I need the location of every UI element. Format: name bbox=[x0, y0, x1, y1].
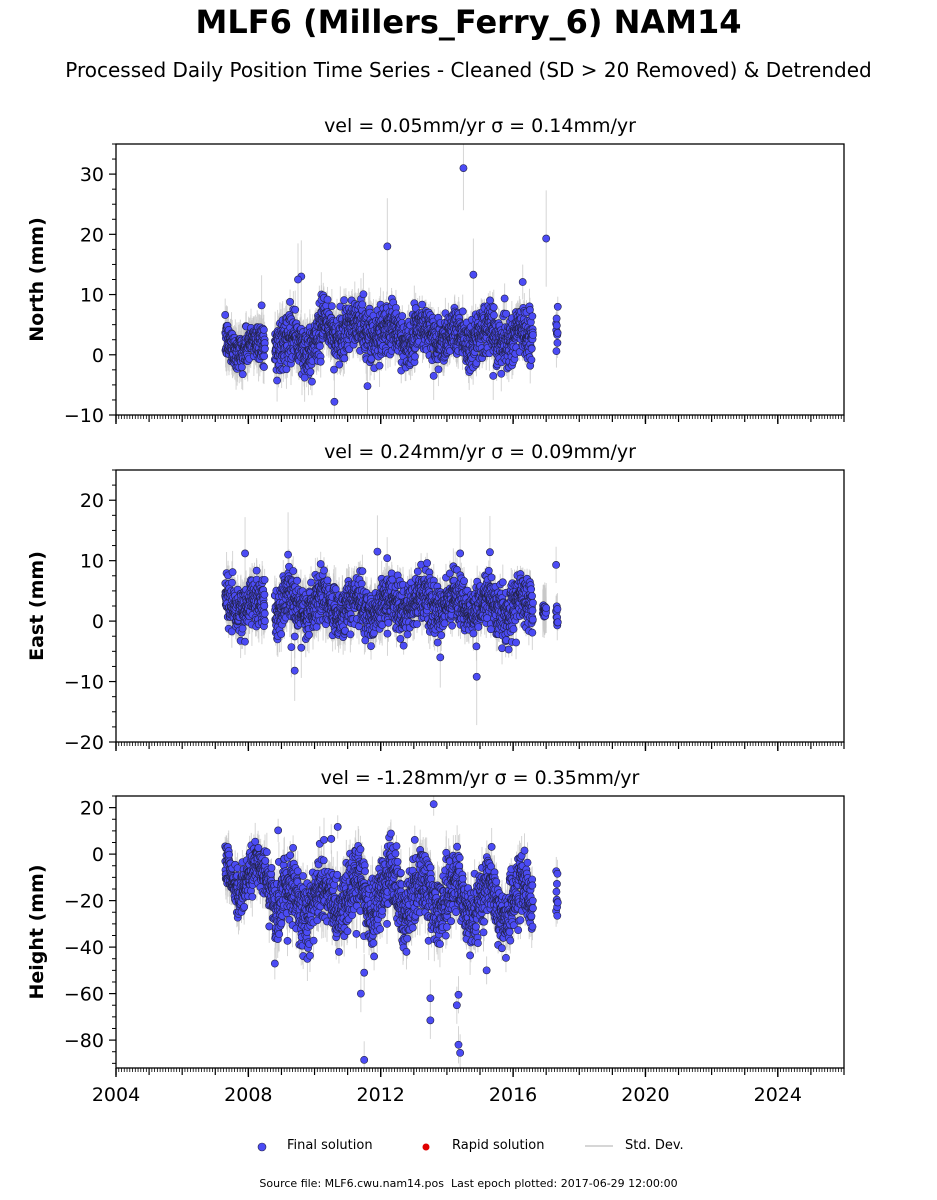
final-solution-point bbox=[291, 305, 300, 314]
plot-area-north bbox=[221, 144, 562, 415]
final-solution-point bbox=[316, 342, 324, 351]
final-solution-point bbox=[528, 312, 537, 321]
final-solution-point bbox=[261, 344, 269, 353]
y-tick-label: 0 bbox=[92, 345, 104, 367]
final-solution-point bbox=[260, 352, 269, 361]
final-solution-point bbox=[490, 311, 498, 320]
final-solution-point bbox=[411, 352, 419, 361]
final-solution-point bbox=[553, 329, 562, 337]
final-solution-point bbox=[340, 354, 349, 363]
final-solution-point bbox=[367, 354, 376, 363]
final-solution-point bbox=[489, 371, 498, 380]
final-solution-point bbox=[308, 377, 316, 386]
y-tick-label: 10 bbox=[80, 285, 104, 307]
final-solution-point bbox=[529, 331, 537, 339]
final-solution-point bbox=[434, 365, 443, 374]
final-solution-point bbox=[316, 357, 325, 366]
final-solution-point bbox=[398, 312, 407, 320]
final-solution-point bbox=[359, 290, 368, 299]
final-solution-point bbox=[552, 347, 561, 356]
final-solution-point bbox=[418, 300, 427, 309]
y-tick-label: −10 bbox=[64, 405, 104, 427]
panel-title-east: vel = 0.24mm/yr σ = 0.09mm/yr bbox=[324, 441, 636, 463]
final-solution-point bbox=[294, 275, 302, 284]
panel-north: vel = 0.05mm/yr σ = 0.14mm/yr North (mm) −… bbox=[26, 115, 845, 427]
final-solution-point bbox=[383, 242, 392, 251]
final-solution-point bbox=[330, 397, 339, 406]
stddev-bars-north bbox=[224, 144, 559, 415]
final-points-north bbox=[221, 164, 562, 406]
y-axis-label-east: East (mm) bbox=[26, 551, 48, 661]
main-title: MLF6 (Millers_Ferry_6) NAM14 bbox=[195, 3, 742, 41]
final-solution-point bbox=[363, 382, 372, 390]
final-solution-point bbox=[553, 338, 562, 347]
final-solution-point bbox=[323, 295, 332, 304]
final-solution-point bbox=[306, 367, 315, 376]
final-solution-point bbox=[553, 302, 562, 311]
final-solution-point bbox=[273, 376, 281, 385]
final-solution-point bbox=[502, 309, 511, 318]
final-solution-point bbox=[552, 321, 561, 330]
final-solution-point bbox=[327, 302, 336, 311]
final-solution-point bbox=[358, 300, 367, 309]
final-solution-point bbox=[500, 294, 509, 303]
final-solution-point bbox=[497, 369, 506, 378]
final-solution-point bbox=[429, 371, 438, 380]
plot-area-east bbox=[221, 512, 562, 726]
final-solution-point bbox=[458, 307, 467, 316]
final-solution-point bbox=[527, 344, 536, 353]
final-solution-point bbox=[237, 363, 246, 372]
y-axis-label-north: North (mm) bbox=[26, 217, 48, 342]
final-solution-point bbox=[489, 303, 498, 312]
axes-frame-north bbox=[115, 143, 845, 416]
final-solution-point bbox=[286, 298, 294, 306]
final-solution-point bbox=[542, 234, 551, 243]
final-solution-point bbox=[221, 311, 230, 319]
final-solution-point bbox=[375, 361, 384, 370]
final-solution-point bbox=[330, 365, 338, 374]
main-subtitle: Processed Daily Position Time Series - C… bbox=[65, 58, 872, 82]
final-solution-point bbox=[238, 370, 247, 379]
panel-title-north: vel = 0.05mm/yr σ = 0.14mm/yr bbox=[324, 115, 636, 137]
final-solution-point bbox=[340, 296, 348, 305]
final-solution-point bbox=[459, 164, 468, 172]
final-solution-point bbox=[300, 373, 309, 382]
final-solution-point bbox=[552, 314, 561, 323]
y-tick-label: 30 bbox=[80, 164, 104, 186]
y-tick-label: 20 bbox=[80, 224, 104, 246]
final-solution-point bbox=[469, 270, 478, 279]
final-solution-point bbox=[260, 363, 268, 371]
final-solution-point bbox=[257, 301, 266, 310]
final-solution-point bbox=[335, 360, 344, 369]
final-solution-point bbox=[259, 325, 268, 334]
final-solution-point bbox=[527, 355, 536, 364]
final-solution-point bbox=[518, 278, 527, 286]
